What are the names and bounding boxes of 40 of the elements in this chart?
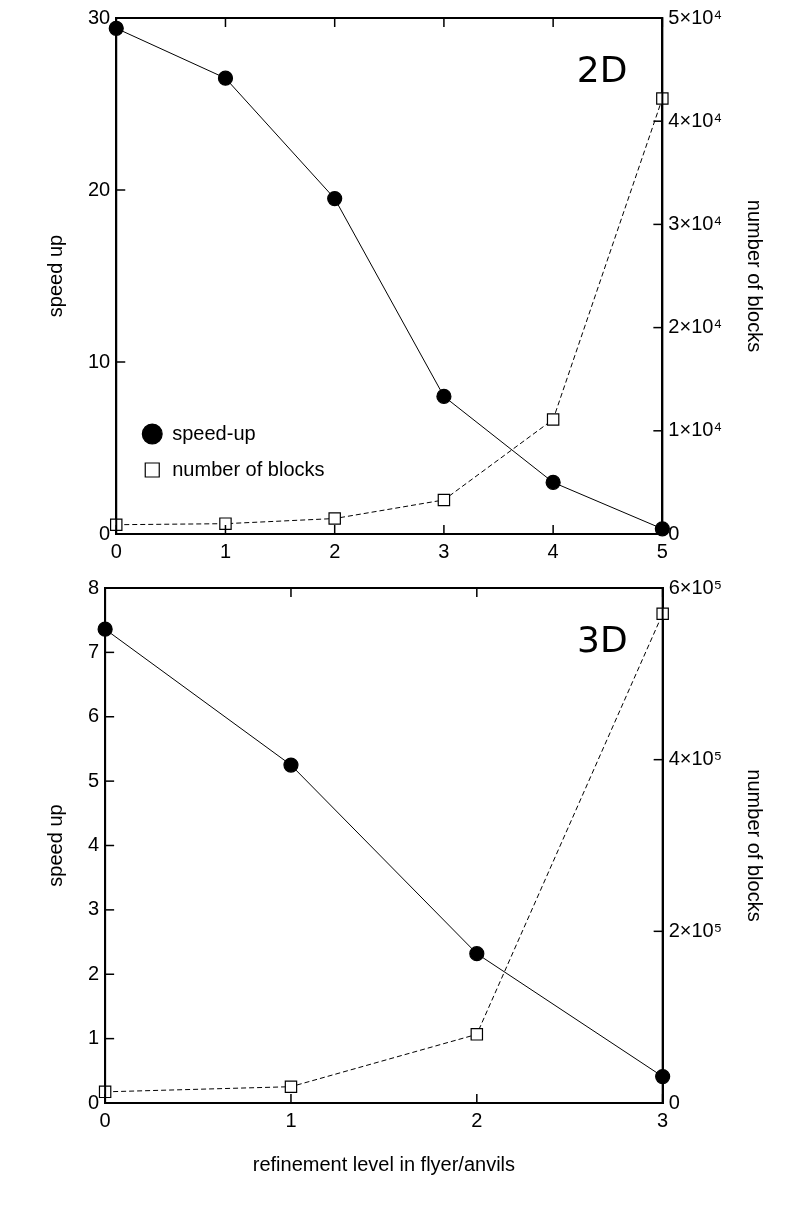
y2-tick-label: 1×10⁴: [668, 418, 723, 441]
y-axis-title: speed up: [43, 804, 66, 887]
y2-axis-title: number of blocks: [744, 769, 767, 922]
y2-tick-label: 3×10⁴: [668, 211, 723, 234]
y-tick-label: 0: [88, 1090, 100, 1113]
y-axis-title: speed up: [43, 234, 66, 318]
x-tick-label: 3: [657, 1108, 669, 1131]
y-tick-label: 10: [88, 349, 111, 372]
y2-tick-label: 4×10⁴: [668, 108, 723, 131]
annotation: 2D: [576, 49, 628, 91]
y2-tick-label: 2×10⁴: [668, 315, 723, 338]
y2-axis-title: number of blocks: [744, 199, 767, 353]
y-tick-label: 1: [88, 1026, 100, 1049]
y2-tick-label: 0: [668, 1090, 680, 1113]
legend-label: number of blocks: [172, 457, 325, 480]
x-tick-label: 2: [329, 539, 341, 562]
y-tick-label: 20: [88, 177, 111, 200]
x-tick-label: 3: [438, 539, 450, 562]
y-tick-label: 2: [88, 961, 100, 984]
y-tick-label: 6: [88, 704, 100, 727]
y-tick-label: 30: [88, 5, 111, 28]
y2-tick-label: 2×10⁵: [668, 918, 722, 941]
x-tick-label: 5: [656, 539, 668, 562]
y2-tick-label: 5×10⁴: [668, 5, 723, 28]
x-axis-title: refinement level in flyer/anvils: [252, 1152, 516, 1175]
x-tick-label: 1: [285, 1108, 297, 1131]
y-tick-label: 3: [88, 897, 100, 920]
x-tick-label: 1: [219, 539, 232, 562]
y2-tick-label: 4×10⁵: [668, 747, 722, 770]
y2-tick-label: 0: [668, 521, 680, 544]
y-tick-label: 8: [88, 575, 100, 598]
annotation: 3D: [577, 619, 628, 661]
y-tick-label: 0: [99, 521, 111, 544]
y-tick-label: 7: [88, 639, 100, 662]
y-tick-label: 5: [88, 768, 100, 791]
x-tick-label: 2: [471, 1108, 483, 1131]
legend-label: speed-up: [172, 421, 256, 444]
y-tick-label: 4: [88, 833, 100, 856]
x-tick-label: 4: [547, 539, 559, 562]
y2-tick-label: 6×10⁵: [668, 575, 722, 598]
